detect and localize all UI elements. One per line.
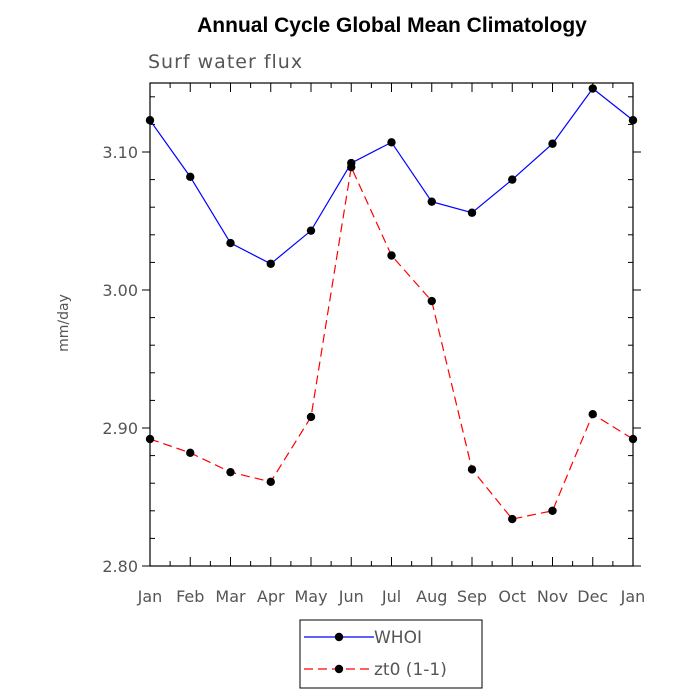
data-point [387, 251, 396, 260]
x-tick-label: Feb [176, 587, 204, 606]
x-tick-label: Aug [416, 587, 447, 606]
legend-label: zt0 (1-1) [374, 660, 447, 680]
data-point [306, 226, 316, 235]
legend-box [299, 619, 483, 689]
y-axis-label: mm/day [56, 294, 72, 352]
data-point [508, 514, 517, 524]
data-point [145, 116, 155, 125]
data-point [145, 434, 155, 444]
legend-label: WHOI [374, 628, 422, 648]
y-tick-label: 3.10 [102, 143, 138, 162]
data-point [226, 467, 235, 477]
data-point [427, 197, 436, 206]
x-tick-label: Jul [381, 587, 401, 606]
data-point [186, 172, 195, 182]
legend-marker [334, 664, 344, 674]
data-point [548, 506, 557, 515]
y-tick-label: 2.90 [102, 419, 138, 438]
x-tick-label: Jun [338, 587, 364, 606]
plot-area: Jan Feb Mar Apr May Jun Jul Aug Sep Oct Nov Dec Jan 2… [102, 82, 646, 606]
chart-subtitle: Surf water flux [148, 51, 303, 73]
x-tick-label: Nov [537, 587, 568, 606]
data-point [427, 296, 436, 306]
data-point [628, 116, 638, 125]
y-tick-label: 2.80 [102, 557, 138, 576]
data-point [266, 477, 275, 487]
data-point [347, 162, 356, 172]
data-point [467, 465, 477, 474]
x-tick-label: Sep [457, 587, 487, 606]
data-point [548, 139, 557, 148]
x-tick-label: May [294, 587, 327, 606]
x-tick-label: Jan [620, 587, 646, 606]
plot-frame [149, 82, 634, 567]
data-point [387, 138, 396, 147]
series-line-1 [149, 165, 634, 520]
data-point [588, 410, 597, 419]
data-point [628, 434, 638, 444]
x-tick-label: Dec [577, 587, 608, 606]
data-point [467, 208, 477, 217]
x-tick-label: Mar [215, 587, 246, 606]
chart-title: Annual Cycle Global Mean Climatology [197, 14, 587, 37]
data-point [588, 84, 597, 93]
data-point [266, 259, 275, 268]
legend-marker [334, 632, 344, 642]
series-line-0 [149, 87, 634, 265]
x-tick-label: Oct [498, 587, 526, 606]
data-point [508, 175, 517, 184]
data-point [306, 412, 316, 422]
x-tick-label: Jan [137, 587, 163, 606]
y-tick-label: 3.00 [102, 281, 138, 300]
x-tick-label: Apr [257, 587, 285, 606]
data-point [226, 238, 235, 248]
legend: WHOI zt0 (1-1) [299, 619, 483, 689]
data-point [186, 448, 195, 458]
